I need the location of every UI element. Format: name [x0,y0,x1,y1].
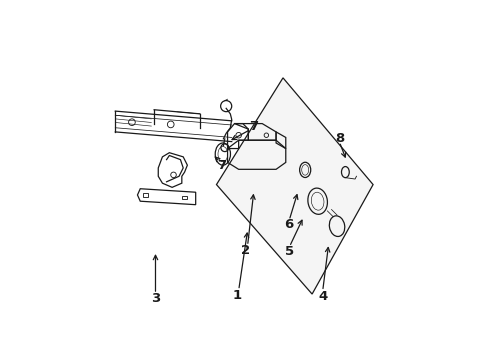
Text: 1: 1 [232,289,241,302]
Text: 7: 7 [249,120,258,133]
Text: 2: 2 [241,244,250,257]
Text: 8: 8 [335,131,344,144]
Text: 6: 6 [284,218,294,231]
Bar [182,196,187,199]
Text: 3: 3 [151,292,160,305]
Text: 4: 4 [318,289,327,302]
Polygon shape [217,78,373,294]
Text: 5: 5 [285,245,294,258]
Text: 7: 7 [218,159,226,172]
Bar [143,193,148,197]
